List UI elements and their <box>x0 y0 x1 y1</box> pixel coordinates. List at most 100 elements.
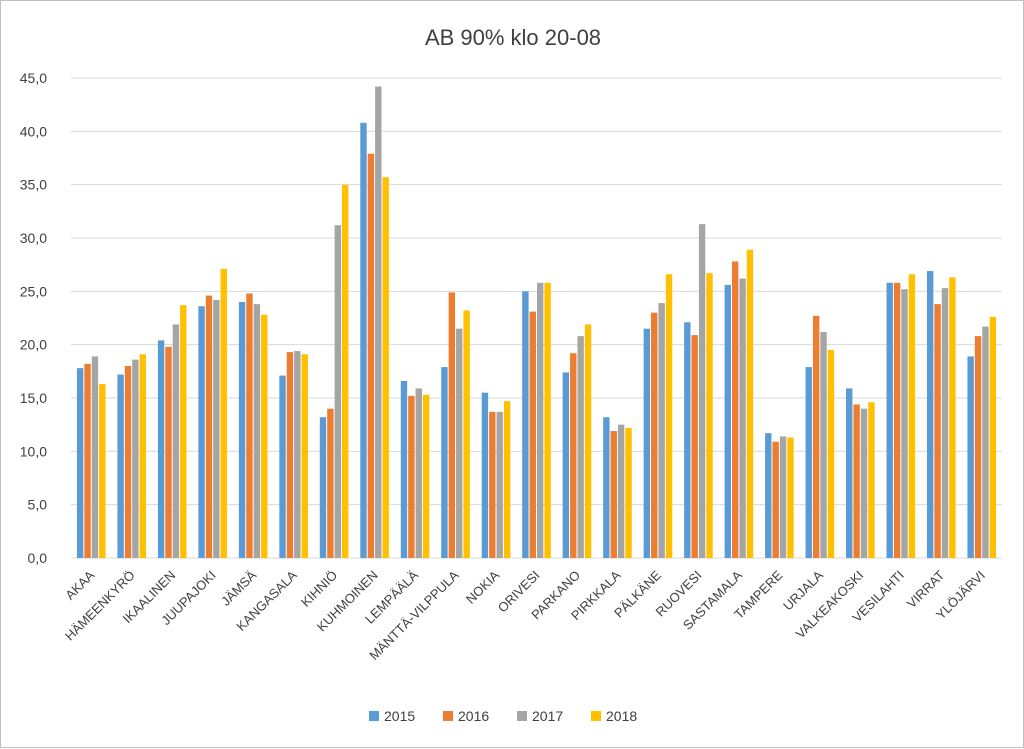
bar-2015 <box>926 271 934 558</box>
bar-2018 <box>827 350 835 558</box>
bar-2017 <box>91 356 99 558</box>
bar-2015 <box>441 367 448 558</box>
bar-2017 <box>415 388 422 558</box>
bar-2018 <box>625 427 632 558</box>
bar-2016 <box>812 315 820 558</box>
bar-2018 <box>220 268 227 558</box>
bar-2016 <box>772 441 779 558</box>
bar-2015 <box>319 417 327 558</box>
legend-swatch <box>591 711 601 721</box>
bar-2018 <box>503 401 511 558</box>
bar-2015 <box>846 388 853 558</box>
bar-2018 <box>342 184 349 559</box>
bar-2018 <box>787 437 794 558</box>
bar-2017 <box>982 326 989 558</box>
legend: 2015 2016 2017 2018 <box>369 708 637 724</box>
y-tick-label: 45,0 <box>20 70 47 86</box>
bar-2016 <box>731 261 739 558</box>
bar-2015 <box>562 372 570 558</box>
bar-2016 <box>529 311 536 558</box>
bar-2018 <box>584 324 592 558</box>
bar-2018 <box>908 274 916 558</box>
bar-2016 <box>610 431 617 558</box>
bar-2015 <box>522 291 529 558</box>
bar-2018 <box>989 316 997 558</box>
bar-2017 <box>334 225 342 558</box>
bar-2016 <box>205 295 213 558</box>
bar-2015 <box>279 375 286 558</box>
bar-2015 <box>603 417 610 558</box>
bar-2018 <box>463 310 470 558</box>
bar-2018 <box>180 305 187 558</box>
bar-2017 <box>375 86 382 558</box>
y-axis-ticks: 0,0 5,0 10,0 15,0 20,0 25,0 30,0 35,0 40,0 45,0 <box>20 70 47 566</box>
bar-2018 <box>99 384 106 558</box>
bar-2018 <box>868 402 875 558</box>
bar-2017 <box>820 331 827 558</box>
x-tick-label: AKAA <box>62 567 97 602</box>
y-tick-label: 25,0 <box>20 283 47 299</box>
legend-swatch <box>443 711 453 721</box>
bar-2017 <box>294 351 301 558</box>
bar-2015 <box>117 374 124 558</box>
y-tick-label: 0,0 <box>28 550 48 566</box>
bar-2016 <box>489 411 496 558</box>
bar-2018 <box>665 274 673 558</box>
bar-2017 <box>496 411 503 558</box>
bar-2017 <box>860 408 868 558</box>
bar-2016 <box>934 304 941 558</box>
bar-2017 <box>779 436 787 558</box>
bar-2017 <box>617 424 625 558</box>
legend-label: 2018 <box>606 708 637 724</box>
bar-2016 <box>893 282 901 558</box>
bar-2015 <box>765 433 772 558</box>
bar-2018 <box>746 249 754 559</box>
bar-2016 <box>124 366 132 558</box>
bars <box>76 86 997 559</box>
bar-2015 <box>886 282 893 558</box>
y-tick-label: 35,0 <box>20 177 47 193</box>
bar-2017 <box>698 224 706 558</box>
bar-2016 <box>327 408 334 558</box>
y-tick-label: 40,0 <box>20 123 47 139</box>
y-tick-label: 20,0 <box>20 337 47 353</box>
bar-2017 <box>213 299 220 558</box>
bar-2016 <box>691 335 698 558</box>
bar-2015 <box>238 302 246 558</box>
bar-2017 <box>658 303 665 558</box>
y-tick-label: 15,0 <box>20 390 47 406</box>
bar-2017 <box>172 324 180 558</box>
bar-2018 <box>382 177 389 558</box>
bar-2018 <box>949 277 956 558</box>
bar-2017 <box>253 304 261 558</box>
legend-label: 2016 <box>458 708 489 724</box>
bar-2018 <box>139 354 147 558</box>
bar-2016 <box>570 353 577 558</box>
bar-2015 <box>157 340 165 558</box>
bar-2017 <box>456 328 463 558</box>
bar-2015 <box>481 392 489 558</box>
bar-2016 <box>974 336 982 558</box>
bar-2016 <box>84 363 91 558</box>
bar-2018 <box>261 314 268 558</box>
bar-2017 <box>537 282 544 558</box>
x-tick-label: NOKIA <box>463 567 502 606</box>
bar-2015 <box>724 284 731 558</box>
legend-label: 2015 <box>384 708 415 724</box>
bar-2016 <box>246 293 253 558</box>
bar-2015 <box>967 356 974 558</box>
y-tick-label: 10,0 <box>20 443 47 459</box>
bar-2018 <box>301 354 308 558</box>
bar-2017 <box>941 288 949 558</box>
x-tick-label: HÄMEENKYRÖ <box>62 568 138 644</box>
chart-title: AB 90% klo 20-08 <box>425 25 601 50</box>
bar-2018 <box>422 394 430 558</box>
bar-2017 <box>577 336 584 558</box>
bar-2017 <box>132 359 139 558</box>
bar-2017 <box>739 278 746 558</box>
legend-swatch <box>369 711 379 721</box>
bar-2015 <box>198 306 205 558</box>
bar-2015 <box>360 122 367 559</box>
